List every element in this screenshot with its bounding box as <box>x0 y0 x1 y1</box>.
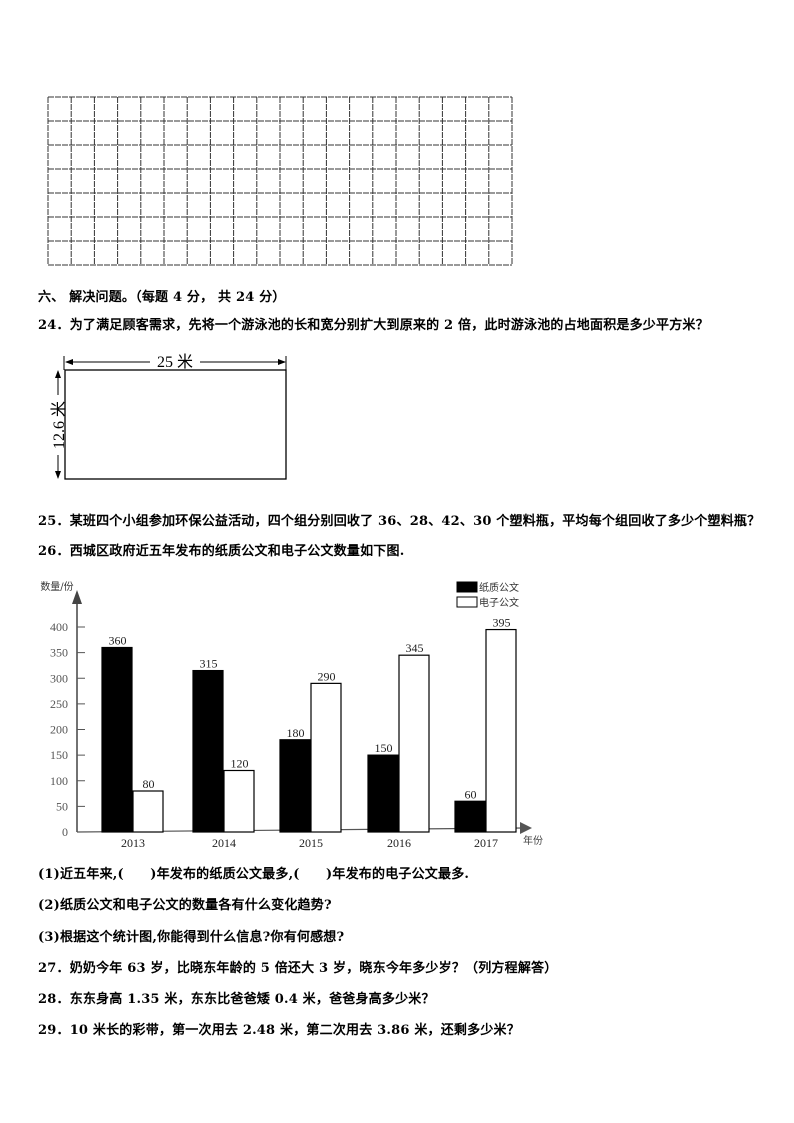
section-title: 六、 解决问题。（每题 4 分， 共 24 分） <box>38 290 286 305</box>
y-tick-label: 200 <box>50 723 68 737</box>
x-tick-label: 2016 <box>387 836 411 850</box>
y-tick-label: 400 <box>50 620 68 634</box>
pool-rectangle <box>64 369 287 480</box>
question-29: 29．10 米长的彩带，第一次用去 2.48 米，第二次用去 3.86 米，还剩… <box>38 1023 520 1038</box>
legend-swatch <box>456 581 478 593</box>
x-tick-label: 2013 <box>121 836 145 850</box>
bar-paper <box>367 754 399 833</box>
bar-paper <box>192 669 224 833</box>
data-label: 315 <box>200 657 218 671</box>
question-26: 26．西城区政府近五年发布的纸质公文和电子公文数量如下图. <box>38 544 405 559</box>
data-label: 345 <box>406 641 424 655</box>
x-axis-label: 年份 <box>523 834 543 847</box>
y-axis-arrow-icon <box>72 590 82 604</box>
y-axis-label: 数量/份 <box>40 580 73 593</box>
data-label: 150 <box>375 741 393 755</box>
question-24: 24．为了满足顾客需求，先将一个游泳池的长和宽分别扩大到原来的 2 倍，此时游泳… <box>38 318 709 333</box>
legend-label: 纸质公文 <box>479 581 519 594</box>
data-label: 120 <box>231 757 249 771</box>
bar-electronic <box>310 682 342 833</box>
width-label: 12.6 米 <box>50 401 68 449</box>
bar-electronic <box>223 769 255 833</box>
y-tick-label: 150 <box>50 748 68 762</box>
question-26-1: (1)近五年来,( )年发布的纸质公文最多,( )年发布的电子公文最多. <box>38 867 470 882</box>
y-tick-label: 350 <box>50 646 68 660</box>
data-label: 80 <box>143 777 155 791</box>
question-26-3: (3)根据这个统计图,你能得到什么信息?你有何感想? <box>38 930 345 945</box>
y-tick-label: 100 <box>50 774 68 788</box>
legend-swatch <box>456 596 478 608</box>
data-label: 60 <box>465 787 477 801</box>
x-tick-label: 2015 <box>299 836 323 850</box>
x-tick-label: 2017 <box>474 836 498 850</box>
bar-paper <box>279 739 311 833</box>
x-tick-label: 2014 <box>212 836 236 850</box>
data-label: 395 <box>493 616 511 630</box>
answer-grid <box>47 96 513 266</box>
bar-electronic <box>132 790 164 833</box>
data-label: 180 <box>287 726 305 740</box>
bar-paper <box>454 800 486 833</box>
question-25: 25．某班四个小组参加环保公益活动，四个组分别回收了 36、28、42、30 个… <box>38 514 761 529</box>
y-tick-label: 0 <box>62 825 68 839</box>
y-tick-label: 300 <box>50 671 68 685</box>
question-28: 28．东东身高 1.35 米，东东比爸爸矮 0.4 米，爸爸身高多少米？ <box>38 992 435 1007</box>
data-label: 290 <box>318 669 336 683</box>
bar-electronic <box>485 628 517 833</box>
length-label: 25 米 <box>157 353 193 371</box>
pool-figure: 25 米 12.6 米 <box>50 353 287 480</box>
y-tick-label: 250 <box>50 697 68 711</box>
y-tick-label: 50 <box>56 799 68 813</box>
bar-chart: 数量/份年份 0 50 100 150 200 250 300 350 400 360 80 2013 3… <box>40 580 543 850</box>
question-26-2: (2)纸质公文和电子公文的数量各有什么变化趋势? <box>38 898 332 913</box>
x-axis-arrow-icon <box>520 822 532 834</box>
legend-label: 电子公文 <box>479 596 519 609</box>
bar-paper <box>101 646 133 833</box>
bar-electronic <box>398 654 430 833</box>
question-27: 27．奶奶今年 63 岁，比晓东年龄的 5 倍还大 3 岁，晓东今年多少岁？（列… <box>38 961 558 976</box>
data-label: 360 <box>109 634 127 648</box>
